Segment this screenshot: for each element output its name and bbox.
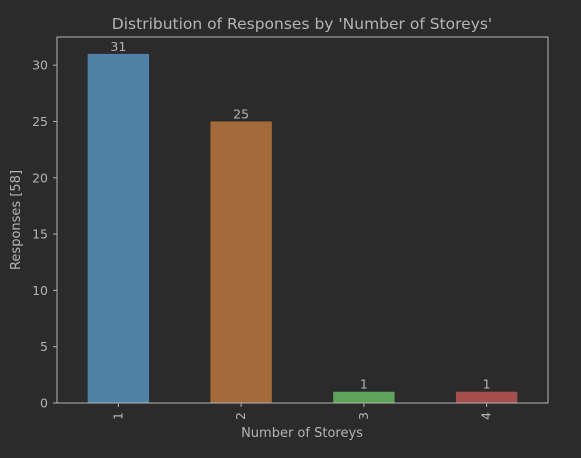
y-axis-label: Responses [58] <box>9 170 24 270</box>
y-tick-label: 25 <box>32 114 48 129</box>
x-tick-label: 2 <box>233 412 248 420</box>
bars-layer: 31 25 1 1 <box>87 39 518 404</box>
bar <box>87 53 150 404</box>
y-tick-label: 30 <box>32 58 48 73</box>
bar <box>210 121 272 403</box>
y-tick-label: 20 <box>32 170 48 185</box>
y-tick-label: 10 <box>32 283 48 298</box>
ticks-layer: 0 5 10 15 20 25 30 1 2 3 4 <box>32 58 494 420</box>
bar-value-label: 31 <box>110 39 126 54</box>
y-tick-label: 5 <box>40 339 48 354</box>
bar <box>455 391 518 403</box>
bar-value-label: 1 <box>360 377 368 392</box>
bar <box>333 391 395 403</box>
x-axis-label: Number of Storeys <box>241 426 363 441</box>
plot-frame <box>56 36 549 404</box>
chart-title: Distribution of Responses by 'Number of … <box>112 15 492 33</box>
y-tick-label: 15 <box>32 227 48 242</box>
y-tick-label: 0 <box>40 396 48 411</box>
x-tick-label: 1 <box>110 412 125 420</box>
x-tick-label: 4 <box>479 412 494 420</box>
bar-value-label: 1 <box>483 377 491 392</box>
x-tick-label: 3 <box>356 412 371 420</box>
bar-value-label: 25 <box>233 106 249 121</box>
